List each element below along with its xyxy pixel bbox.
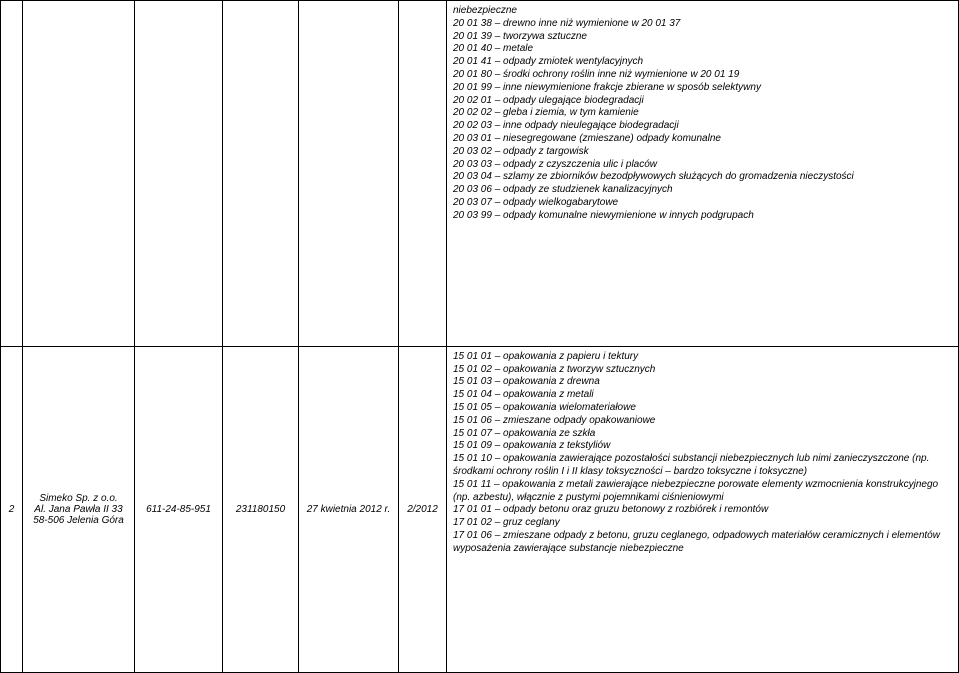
waste-line: 20 03 04 – szlamy ze zbiorników bezodpły…: [453, 171, 952, 184]
waste-line: 20 03 06 – odpady ze studzienek kanaliza…: [453, 184, 952, 197]
waste-line: 17 01 02 – gruz ceglany: [453, 517, 952, 530]
waste-line: 17 01 06 – zmieszane odpady z betonu, gr…: [453, 530, 952, 556]
cell-desc-1: niebezpieczne 20 01 38 – drewno inne niż…: [447, 1, 959, 347]
waste-line: 20 01 40 – metale: [453, 43, 952, 56]
waste-line: 20 01 99 – inne niewymienione frakcje zb…: [453, 82, 952, 95]
cell-decno-empty: [399, 1, 447, 347]
waste-line: 20 02 02 – gleba i ziemia, w tym kamieni…: [453, 107, 952, 120]
waste-line: 15 01 01 – opakowania z papieru i tektur…: [453, 351, 952, 364]
cell-date-empty: [299, 1, 399, 347]
cell-num-empty: [1, 1, 23, 347]
cell-desc-2: 15 01 01 – opakowania z papieru i tektur…: [447, 346, 959, 672]
waste-line: 20 01 41 – odpady zmiotek wentylacyjnych: [453, 56, 952, 69]
waste-line: 15 01 03 – opakowania z drewna: [453, 376, 952, 389]
waste-line: niebezpieczne: [453, 5, 952, 18]
cell-date: 27 kwietnia 2012 r.: [299, 346, 399, 672]
cell-company-empty: [23, 1, 135, 347]
waste-table: niebezpieczne 20 01 38 – drewno inne niż…: [0, 0, 959, 673]
cell-nip-empty: [135, 1, 223, 347]
waste-line: 15 01 04 – opakowania z metali: [453, 389, 952, 402]
waste-line: 20 01 39 – tworzywa sztuczne: [453, 31, 952, 44]
waste-line: 20 03 07 – odpady wielkogabarytowe: [453, 197, 952, 210]
cell-company: Simeko Sp. z o.o. Al. Jana Pawła II 33 5…: [23, 346, 135, 672]
page: niebezpieczne 20 01 38 – drewno inne niż…: [0, 0, 959, 673]
waste-line: 15 01 06 – zmieszane odpady opakowaniowe: [453, 415, 952, 428]
cell-num: 2: [1, 346, 23, 672]
waste-line: 15 01 05 – opakowania wielomateriałowe: [453, 402, 952, 415]
waste-line: 15 01 09 – opakowania z tekstyliów: [453, 440, 952, 453]
cell-decno: 2/2012: [399, 346, 447, 672]
waste-line: 20 02 03 – inne odpady nieulegające biod…: [453, 120, 952, 133]
waste-line: 20 03 03 – odpady z czyszczenia ulic i p…: [453, 159, 952, 172]
company-name: Simeko Sp. z o.o.: [27, 493, 130, 504]
waste-line: 20 01 38 – drewno inne niż wymienione w …: [453, 18, 952, 31]
company-addr: 58-506 Jelenia Góra: [27, 515, 130, 526]
waste-line: 15 01 11 – opakowania z metali zawierają…: [453, 479, 952, 505]
waste-line: 15 01 07 – opakowania ze szkła: [453, 428, 952, 441]
waste-line: 17 01 01 – odpady betonu oraz gruzu beto…: [453, 504, 952, 517]
waste-line: 20 03 99 – odpady komunalne niewymienion…: [453, 210, 952, 223]
table-row: niebezpieczne 20 01 38 – drewno inne niż…: [1, 1, 959, 347]
company-addr: Al. Jana Pawła II 33: [27, 504, 130, 515]
table-row: 2 Simeko Sp. z o.o. Al. Jana Pawła II 33…: [1, 346, 959, 672]
waste-line: 20 03 01 – niesegregowane (zmieszane) od…: [453, 133, 952, 146]
cell-nip: 611-24-85-951: [135, 346, 223, 672]
waste-line: 15 01 10 – opakowania zawierające pozost…: [453, 453, 952, 479]
waste-line: 20 01 80 – środki ochrony roślin inne ni…: [453, 69, 952, 82]
cell-regon: 231180150: [223, 346, 299, 672]
waste-line: 20 02 01 – odpady ulegające biodegradacj…: [453, 95, 952, 108]
waste-line: 15 01 02 – opakowania z tworzyw sztuczny…: [453, 364, 952, 377]
waste-line: 20 03 02 – odpady z targowisk: [453, 146, 952, 159]
cell-regon-empty: [223, 1, 299, 347]
